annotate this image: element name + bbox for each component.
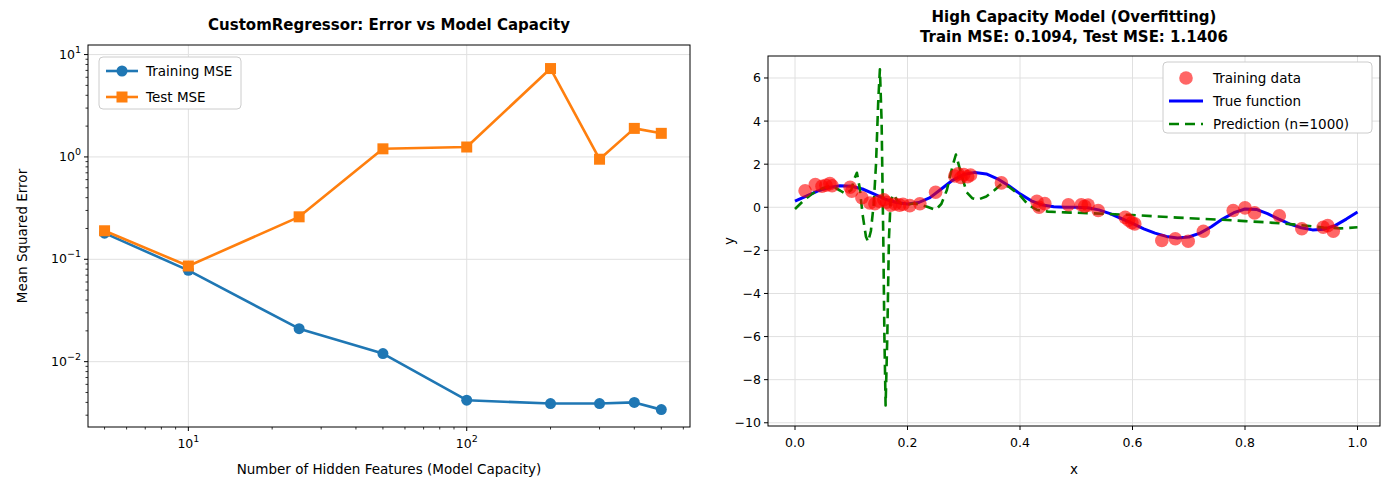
- training-mse-marker: [594, 398, 605, 409]
- legend-label: Training data: [1212, 70, 1301, 86]
- y-tick-label: 6: [753, 70, 761, 85]
- training-data-point: [825, 179, 839, 193]
- x-tick-label: 1.0: [1348, 435, 1368, 450]
- y-tick-label: 10−2: [51, 351, 81, 369]
- test-mse-marker: [656, 128, 667, 139]
- training-data-point: [1248, 206, 1262, 220]
- matplotlib-figure: 101 102 101 100 10−1 10−2 CustomRegressor: Err…: [0, 0, 1389, 489]
- training-mse-marker: [294, 323, 305, 334]
- training-data-point: [1273, 209, 1287, 223]
- y-tick-label: 101: [59, 44, 81, 62]
- left-legend: Training MSE Test MSE: [99, 57, 241, 109]
- training-data-point: [1169, 232, 1183, 246]
- training-data-point: [1181, 235, 1195, 249]
- training-data-point: [929, 185, 943, 199]
- y-tick-label: −10: [735, 415, 761, 430]
- training-data-point: [1038, 197, 1052, 211]
- test-mse-marker: [377, 143, 388, 154]
- right-chart-ylabel: y: [721, 237, 737, 245]
- training-mse-marker: [629, 397, 640, 408]
- x-tick-label: 0.4: [1010, 435, 1030, 450]
- training-data-point: [1128, 217, 1142, 231]
- x-tick-label: 0.6: [1123, 435, 1143, 450]
- legend-label: True function: [1212, 93, 1301, 109]
- legend-label: Training MSE: [145, 63, 232, 79]
- training-data-point: [1091, 204, 1105, 218]
- chart-overfitting: 0.0 0.2 0.4 0.6 0.8 1.0 6 4 2 0 −2 −4 −6 −8 −10 High Ca…: [721, 8, 1380, 477]
- training-mse-marker: [656, 404, 667, 415]
- left-chart-ylabel: Mean Squared Error: [14, 168, 30, 303]
- training-mse-marker: [461, 395, 472, 406]
- legend-label: Prediction (n=1000): [1213, 116, 1349, 132]
- test-mse-marker: [183, 261, 194, 272]
- y-tick-label: 10−1: [51, 248, 81, 266]
- x-tick-label: 0.2: [898, 435, 918, 450]
- test-mse-marker: [99, 225, 110, 236]
- x-tick-label: 0.0: [785, 435, 805, 450]
- training-data-point: [1155, 234, 1169, 248]
- y-tick-label: −6: [743, 329, 761, 344]
- x-tick-label: 0.8: [1235, 435, 1255, 450]
- right-legend: Training data True function Prediction (n=…: [1163, 62, 1372, 133]
- y-tick-label: 4: [753, 114, 761, 129]
- y-tick-label: −8: [743, 372, 761, 387]
- test-mse-marker: [461, 142, 472, 153]
- training-data-point: [1226, 204, 1240, 218]
- training-mse-marker: [545, 398, 556, 409]
- left-chart-title: CustomRegressor: Error vs Model Capacity: [208, 16, 570, 34]
- y-tick-label: 100: [59, 146, 81, 164]
- x-tick-label: 102: [456, 433, 478, 451]
- y-tick-label: −2: [743, 243, 761, 258]
- test-mse-marker: [545, 63, 556, 74]
- training-data-point: [995, 176, 1009, 190]
- training-data-point: [1295, 222, 1309, 236]
- training-data-point: [1197, 224, 1211, 238]
- x-tick-label: 101: [177, 433, 199, 451]
- left-chart-xlabel: Number of Hidden Features (Model Capacit…: [237, 461, 542, 477]
- y-tick-label: −4: [743, 286, 761, 301]
- training-data-point: [1062, 198, 1076, 212]
- test-mse-marker: [594, 154, 605, 165]
- training-data-point: [964, 168, 978, 182]
- chart-error-vs-capacity: 101 102 101 100 10−1 10−2 CustomRegressor: Err…: [14, 16, 690, 477]
- legend-square-marker: [117, 92, 128, 103]
- test-mse-marker: [629, 123, 640, 134]
- training-data-point: [1327, 224, 1341, 238]
- right-chart-xlabel: x: [1070, 461, 1078, 477]
- right-chart-subtitle: Train MSE: 0.1094, Test MSE: 1.1406: [920, 28, 1228, 46]
- training-mse-marker: [377, 348, 388, 359]
- figure-svg: 101 102 101 100 10−1 10−2 CustomRegressor: Err…: [0, 0, 1389, 489]
- training-data-point: [913, 197, 927, 211]
- legend-dot-marker: [1179, 71, 1193, 85]
- legend-label: Test MSE: [145, 89, 206, 105]
- y-tick-label: 0: [753, 200, 761, 215]
- legend-circle-marker: [117, 66, 128, 77]
- right-chart-title: High Capacity Model (Overfitting): [932, 8, 1217, 26]
- y-tick-label: 2: [753, 157, 761, 172]
- test-mse-marker: [294, 211, 305, 222]
